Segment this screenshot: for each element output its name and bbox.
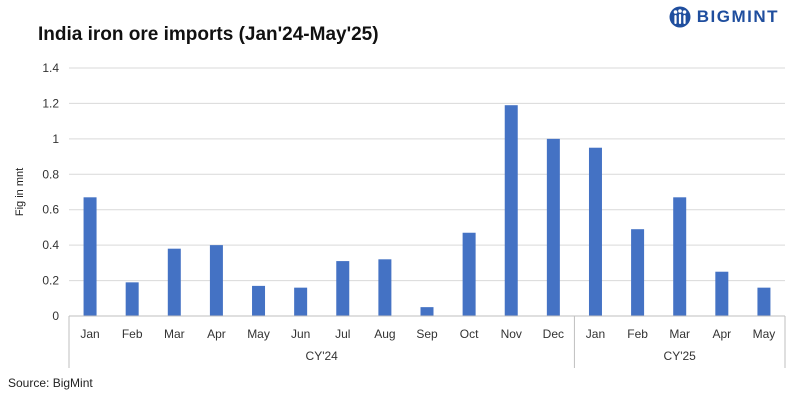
x-tick-label: Mar — [164, 327, 185, 341]
bar — [757, 287, 771, 316]
bar — [420, 307, 434, 316]
bar — [378, 259, 392, 316]
bigmint-logo-icon — [669, 6, 691, 28]
bar — [294, 287, 308, 316]
x-tick-label: Dec — [543, 327, 564, 341]
bar — [631, 229, 645, 316]
x-tick-label: Jan — [80, 327, 99, 341]
bar — [83, 197, 97, 316]
x-tick-label: Jan — [586, 327, 605, 341]
x-tick-label: Oct — [460, 327, 479, 341]
bar — [336, 261, 350, 316]
bar — [125, 282, 139, 316]
brand-name: BIGMINT — [696, 7, 779, 26]
bar — [715, 271, 729, 316]
brand-logo: BIGMINT — [669, 6, 779, 28]
x-tick-label: May — [247, 327, 270, 341]
y-tick-label: 0.2 — [42, 274, 59, 288]
x-tick-label: Feb — [122, 327, 143, 341]
bar — [252, 285, 266, 316]
y-tick-label: 1.4 — [42, 61, 59, 75]
x-tick-label: Nov — [501, 327, 522, 341]
y-tick-label: 1.2 — [42, 96, 59, 110]
bar — [546, 138, 560, 316]
bar — [209, 245, 223, 316]
x-tick-label: Apr — [207, 327, 226, 341]
x-tick-label: Sep — [416, 327, 438, 341]
x-tick-label: Aug — [374, 327, 395, 341]
x-tick-label: Apr — [712, 327, 731, 341]
x-tick-label: May — [753, 327, 776, 341]
bar — [588, 147, 602, 316]
x-tick-label: Mar — [669, 327, 690, 341]
source-note: Source: BigMint — [8, 376, 93, 390]
y-axis-label: Fig in mnt — [14, 168, 26, 216]
x-group-label: CY'24 — [306, 349, 339, 363]
x-group-label: CY'25 — [664, 349, 697, 363]
x-tick-label: Jul — [335, 327, 350, 341]
bar — [167, 248, 181, 316]
bar — [504, 105, 518, 316]
chart-title: India iron ore imports (Jan'24-May'25) — [38, 24, 379, 45]
y-tick-label: 0.6 — [42, 203, 59, 217]
bar — [462, 232, 476, 316]
y-tick-label: 1 — [52, 132, 59, 146]
x-tick-label: Jun — [291, 327, 310, 341]
x-tick-label: Feb — [627, 327, 648, 341]
y-tick-label: 0.8 — [42, 167, 59, 181]
y-tick-label: 0 — [52, 309, 59, 323]
y-tick-label: 0.4 — [42, 238, 59, 252]
bar — [673, 197, 687, 316]
